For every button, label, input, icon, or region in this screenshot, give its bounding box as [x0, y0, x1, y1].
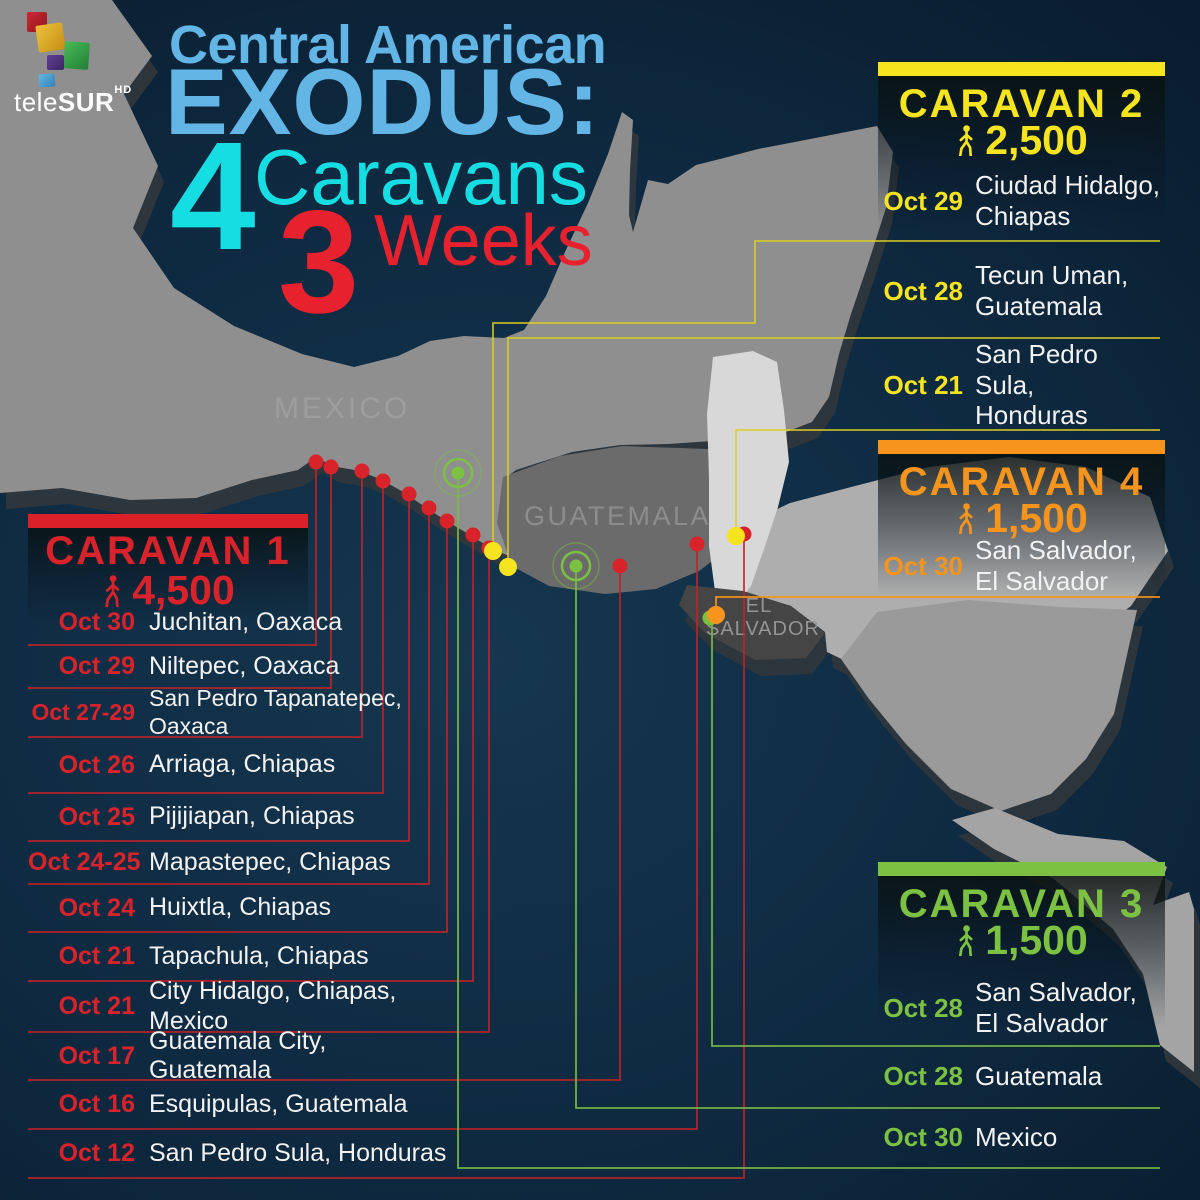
stop-location: Guatemala [975, 1060, 1103, 1091]
stop-location: Ciudad Hidalgo, Chiapas [975, 170, 1161, 231]
caravan3-count-value: 1,500 [985, 917, 1088, 963]
stop-date: Oct 24-25 [28, 848, 141, 876]
caravan2-count-value: 2,500 [985, 117, 1088, 163]
walking-person-icon [105, 574, 120, 607]
map-label-mexico: MEXICO [274, 392, 411, 425]
logo-hd-badge: HD [114, 84, 133, 96]
title-stat1-number: 4 [170, 110, 256, 282]
stop-location: Arriaga, Chiapas [149, 750, 336, 779]
stop-date: Oct 12 [58, 1139, 135, 1167]
stop-date: Oct 26 [58, 750, 135, 779]
caravan1-stop-row: Oct 29 Niltepec, Oaxaca [28, 645, 458, 688]
caravan4-count-value: 1,500 [985, 495, 1088, 541]
stop-date: Oct 24 [58, 893, 135, 922]
logo-text-bold: SUR [57, 87, 115, 117]
caravan1-count-value: 4,500 [132, 567, 235, 613]
caravan1-stop-row: Oct 17 Guatemala City, Guatemala [28, 1027, 458, 1085]
title-line1: Central American [169, 15, 607, 75]
caravan2-stop-row: Oct 29 Ciudad Hidalgo, Chiapas [878, 165, 1165, 237]
stop-location: Mapastepec, Chiapas [149, 847, 391, 876]
stop-date: Oct 21 [58, 992, 135, 1020]
stop-date: Oct 29 [883, 185, 964, 216]
stop-location: San Salvador, El Salvador [975, 535, 1137, 596]
map-label-el-salvador: EL SALVADOR [706, 595, 820, 640]
caravan1-stop-row: Oct 30 Juchitan, Oaxaca [28, 600, 458, 645]
caravan3-count: 1,500 [878, 920, 1165, 961]
stop-date: Oct 29 [58, 652, 135, 680]
stop-date: Oct 21 [883, 369, 964, 400]
caravan1-color-bar [28, 514, 308, 528]
stop-location: City Hidalgo, Chiapas, Mexico [149, 977, 397, 1035]
stop-location: Tapachula, Chiapas [149, 941, 369, 970]
stop-date: Oct 30 [883, 550, 964, 581]
walking-person-icon [959, 503, 973, 534]
caravan4-color-bar [878, 440, 1165, 454]
caravan3-color-bar [878, 862, 1165, 876]
caravan3-header-background [878, 862, 1165, 1027]
stop-date: Oct 30 [883, 1121, 964, 1152]
stop-date: Oct 25 [58, 802, 135, 831]
caravan1-title: CARAVAN 1 [45, 529, 291, 573]
stop-location: Huixtla, Chiapas [149, 893, 332, 922]
caravan1-stop-row: Oct 27-29 San Pedro Tapanatepec, Oaxaca [28, 685, 458, 739]
title-stat1-label: Caravans [254, 133, 588, 221]
caravan3-stop-row: Oct 30 Mexico [878, 1108, 1165, 1166]
stop-location: Niltepec, Oaxaca [149, 651, 340, 680]
caravan1-header-background [28, 514, 308, 626]
stop-location: San Pedro Sula, Honduras [149, 1138, 447, 1167]
title-stat2-number: 3 [278, 180, 360, 343]
stop-location: San Pedro Tapanatepec, Oaxaca [149, 685, 402, 739]
logo-wordmark: teleSURHD [14, 84, 132, 118]
logo-green-square-icon [63, 41, 90, 70]
caravan2-header-background [878, 62, 1165, 230]
caravan1-stop-row: Oct 24-25 Mapastepec, Chiapas [28, 841, 458, 884]
stop-date: Oct 16 [58, 1090, 135, 1118]
caravan4-header-background [878, 440, 1165, 596]
caravan1-stop-row: Oct 24 Huixtla, Chiapas [28, 884, 458, 932]
logo-purple-square-icon [47, 55, 64, 70]
caravan1-stop-row: Oct 25 Pijijiapan, Chiapas [28, 793, 458, 841]
caravan1-count: 4,500 [28, 570, 308, 611]
caravan2-color-bar [878, 62, 1165, 76]
stop-date: Oct 28 [883, 992, 964, 1023]
caravan1-stop-row: Oct 12 San Pedro Sula, Honduras [28, 1129, 458, 1178]
caravan4-count: 1,500 [878, 498, 1165, 539]
stop-location: Mexico [975, 1121, 1058, 1152]
map-label-guatemala: GUATEMALA [524, 501, 712, 531]
caravan3-stop-row: Oct 28 San Salvador, El Salvador [878, 972, 1165, 1044]
caravan3-title: CARAVAN 3 [898, 882, 1145, 926]
stop-location: San Pedro Sula, Honduras [975, 339, 1098, 431]
caravan1-stop-row: Oct 21 Tapachula, Chiapas [28, 932, 458, 981]
caravan4-stop-row: Oct 30 San Salvador, El Salvador [878, 535, 1165, 596]
stop-date: Oct 28 [883, 275, 964, 306]
stop-location: Guatemala City, Guatemala [149, 1026, 327, 1085]
caravan1-stop-row: Oct 21 City Hidalgo, Chiapas, Mexico [28, 977, 458, 1035]
caravan4-title: CARAVAN 4 [898, 460, 1145, 504]
stop-date: Oct 21 [58, 942, 135, 970]
caravan2-title: CARAVAN 2 [898, 82, 1145, 126]
title-stat2-label: Weeks [374, 201, 593, 281]
caravan2-stop-row: Oct 28 Tecun Uman, Guatemala [878, 247, 1165, 335]
logo-text-light: tele [14, 87, 58, 117]
caravan3-stop-row: Oct 28 Guatemala [878, 1046, 1165, 1106]
caravan1-stop-row: Oct 16 Esquipulas, Guatemala [28, 1080, 458, 1129]
walking-person-icon [959, 125, 973, 156]
stop-location: Tecun Uman, Guatemala [975, 260, 1129, 321]
stop-location: San Salvador, El Salvador [975, 977, 1137, 1038]
title-line2: EXODUS: [165, 49, 601, 154]
walking-person-icon [959, 925, 973, 956]
stop-date: Oct 30 [58, 608, 135, 636]
stop-date: Oct 28 [883, 1060, 964, 1091]
stop-date: Oct 17 [58, 1041, 135, 1070]
caravan1-stop-row: Oct 26 Arriaga, Chiapas [28, 737, 458, 793]
stop-location: Pijijiapan, Chiapas [149, 802, 355, 831]
caravan2-stop-row: Oct 21 San Pedro Sula, Honduras [878, 339, 1165, 431]
logo-yellow-square-icon [35, 22, 66, 53]
stop-location: Esquipulas, Guatemala [149, 1089, 408, 1118]
stop-date: Oct 27-29 [31, 699, 135, 725]
caravan2-count: 2,500 [878, 120, 1165, 161]
stop-location: Juchitan, Oaxaca [149, 607, 343, 636]
